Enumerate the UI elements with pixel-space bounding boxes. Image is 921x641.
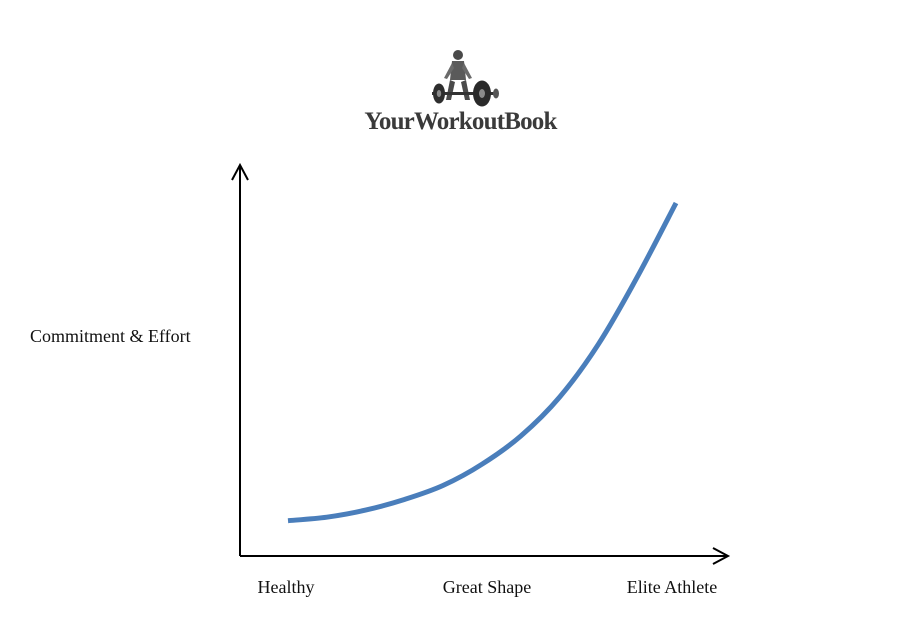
y-axis-arrow [231, 162, 249, 181]
x-tick-label-great-shape: Great Shape [442, 577, 532, 597]
x-tick-label-healthy: Healthy [257, 577, 315, 597]
brand-name: YourWorkoutBook [364, 108, 557, 135]
y-axis-label: Commitment & Effort [30, 326, 191, 346]
series-line [287, 201, 679, 524]
weightlifter-icon [432, 50, 499, 107]
x-axis-arrow [712, 547, 731, 565]
x-tick-label-elite-athlete: Elite Athlete [626, 577, 718, 597]
